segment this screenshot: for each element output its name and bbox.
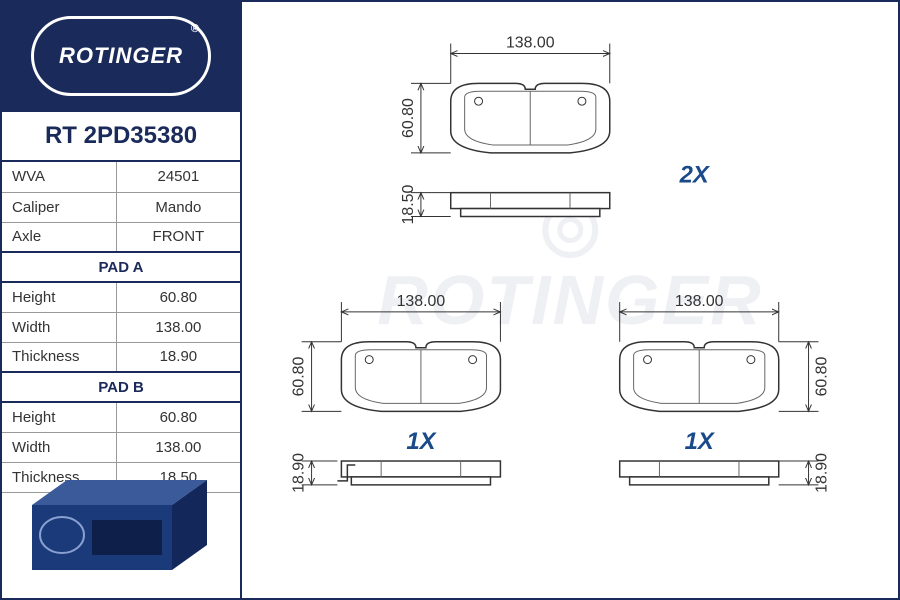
qty-top: 2X [679,162,711,189]
table-row: Thickness 18.90 [2,342,240,372]
pad-br-side [620,461,779,485]
pad-bl-side [337,461,500,485]
pad-b-header: PAD B [2,372,240,402]
dim-top-thickness: 18.50 [400,185,417,225]
pad-a-width-label: Width [2,312,116,342]
pad-a-height-label: Height [2,282,116,312]
technical-drawing: 138.00 60.80 18.50 2X 138.00 [242,2,898,598]
brand-logo: ROTINGER ® [31,16,211,96]
pad-a-height: 60.80 [116,282,240,312]
spec-table: WVA 24501 Caliper Mando Axle FRONT PAD A… [2,162,240,493]
pad-b-height-label: Height [2,402,116,432]
logo-cell: ROTINGER ® [2,2,240,112]
qty-br: 1X [685,428,716,455]
table-row: Width 138.00 [2,432,240,462]
pad-a-width: 138.00 [116,312,240,342]
pad-bl-view [341,342,500,412]
left-panel: ROTINGER ® RT 2PD35380 WVA 24501 Caliper… [2,2,242,598]
dim-top-width: 138.00 [506,35,555,52]
product-box-icon [22,470,222,580]
pad-b-height: 60.80 [116,402,240,432]
dim-bl-width: 138.00 [397,293,446,310]
table-row: PAD B [2,372,240,402]
registered-icon: ® [191,23,200,35]
part-number: RT 2PD35380 [2,112,240,162]
table-row: Height 60.80 [2,402,240,432]
table-row: Height 60.80 [2,282,240,312]
dim-bl-thickness: 18.90 [291,453,308,493]
pad-top-view [451,83,610,153]
dim-br-height: 60.80 [813,356,830,396]
wva-value: 24501 [116,162,240,192]
table-row: PAD A [2,252,240,282]
axle-value: FRONT [116,222,240,252]
dim-bl-height: 60.80 [291,356,308,396]
pad-top-side [451,193,610,217]
table-row: Caliper Mando [2,192,240,222]
diagram-panel: ROTINGER [242,2,898,598]
dim-top-height: 60.80 [400,98,417,138]
pad-a-thickness-label: Thickness [2,342,116,372]
pad-a-thickness: 18.90 [116,342,240,372]
spec-sheet: ROTINGER ® RT 2PD35380 WVA 24501 Caliper… [0,0,900,600]
pad-a-header: PAD A [2,252,240,282]
dim-br-width: 138.00 [675,293,724,310]
qty-bl: 1X [406,428,437,455]
table-row: WVA 24501 [2,162,240,192]
pad-b-width-label: Width [2,432,116,462]
table-row: Axle FRONT [2,222,240,252]
axle-label: Axle [2,222,116,252]
caliper-value: Mando [116,192,240,222]
dim-br-thickness: 18.90 [813,453,830,493]
brand-name: ROTINGER [59,43,183,69]
pad-b-width: 138.00 [116,432,240,462]
pad-br-view [620,342,779,412]
table-row: Width 138.00 [2,312,240,342]
caliper-label: Caliper [2,192,116,222]
wva-label: WVA [2,162,116,192]
